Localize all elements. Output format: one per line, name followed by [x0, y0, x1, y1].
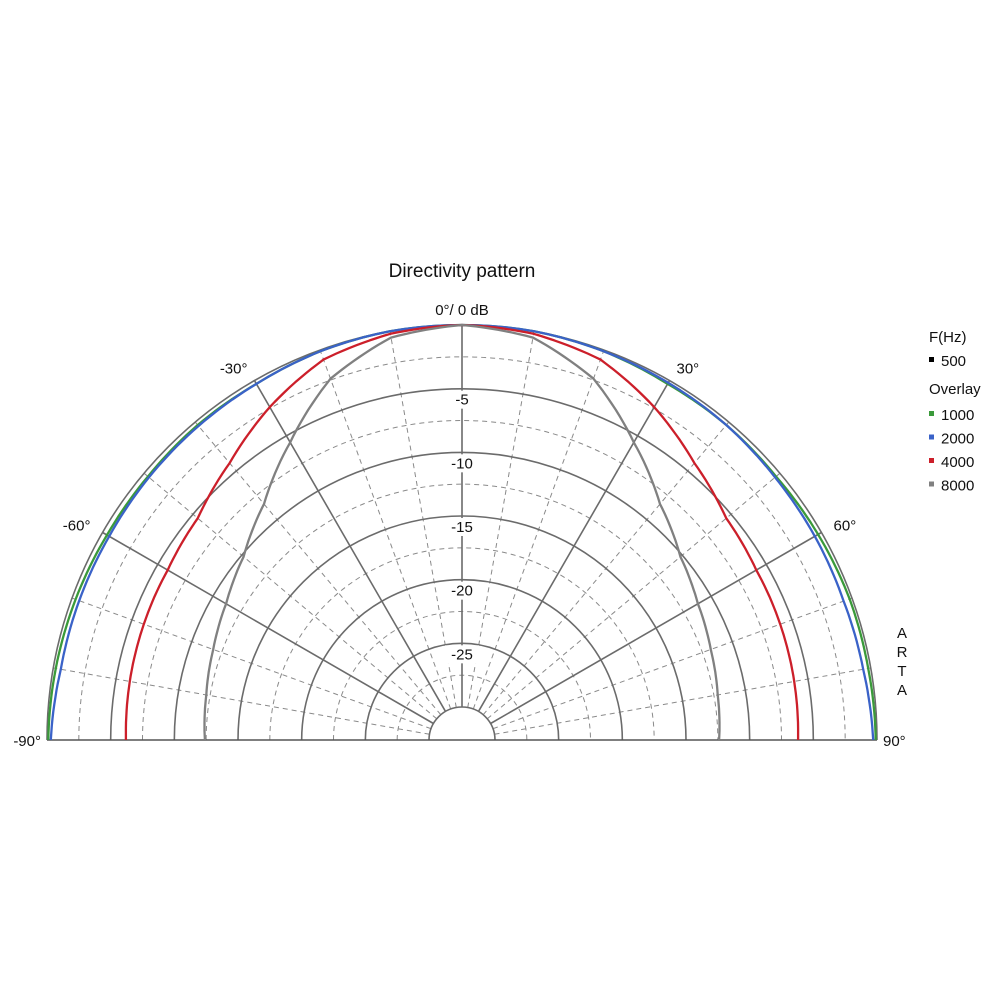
- legend-swatch-4000: [929, 458, 934, 463]
- radial-tick-label: -5: [455, 392, 468, 409]
- legend-label-4000: 4000: [941, 454, 974, 471]
- legend: F(Hz) 500 Overlay 1000 2000 4000 8000: [929, 329, 981, 495]
- radial-tick-bg: [445, 454, 479, 473]
- radial-tick-label: -15: [451, 519, 473, 536]
- grid-ring-minor: [142, 420, 782, 741]
- chart-title: Directivity pattern: [389, 261, 536, 282]
- grid-ring-minor: [205, 483, 719, 741]
- axis-labels: -90° -60° -30° 30° 60° 90° -5 -10 -15 -20 -25: [13, 360, 905, 750]
- radial-tick-bg: [445, 581, 479, 600]
- angle-tick-label: -60°: [63, 518, 91, 535]
- legend-swatch-8000: [929, 481, 934, 487]
- radial-tick-label: -10: [451, 455, 473, 472]
- legend-label-500: 500: [941, 353, 966, 370]
- angle-tick-label: 60°: [834, 518, 857, 535]
- grid-spoke-major: [490, 531, 822, 725]
- arta-letter: T: [897, 663, 906, 680]
- arta-letter: A: [897, 682, 907, 699]
- radial-tick-bg: [445, 518, 479, 536]
- radial-tick-bg: [445, 390, 479, 409]
- legend-label-1000: 1000: [941, 407, 974, 424]
- grid-spoke-major: [253, 380, 447, 712]
- grid-spoke-major: [102, 531, 434, 725]
- angle-tick-label: 30°: [677, 360, 700, 377]
- radial-tick-bg: [445, 645, 479, 664]
- center-angle-label: 0°/ 0 dB: [435, 302, 489, 319]
- legend-swatch-500: [929, 357, 934, 362]
- legend-header-overlay: Overlay: [929, 381, 981, 398]
- angle-tick-label: 90°: [883, 733, 906, 750]
- grid-spoke-major: [477, 380, 671, 712]
- series-line-8000: [203, 323, 721, 741]
- legend-label-8000: 8000: [941, 478, 974, 495]
- radial-tick-label: -25: [451, 646, 473, 663]
- legend-swatch-2000: [929, 434, 934, 440]
- arta-letter: R: [897, 644, 908, 661]
- radial-tick-label: -20: [451, 583, 473, 600]
- arta-letter: A: [897, 625, 907, 642]
- legend-label-2000: 2000: [941, 431, 974, 448]
- grid-ring-minor: [78, 356, 846, 741]
- legend-header-frequency: F(Hz): [929, 329, 967, 346]
- angle-tick-label: -90°: [13, 733, 41, 750]
- series-layer: [47, 323, 877, 741]
- angle-tick-label: -30°: [220, 360, 248, 377]
- legend-swatch-1000: [929, 411, 934, 416]
